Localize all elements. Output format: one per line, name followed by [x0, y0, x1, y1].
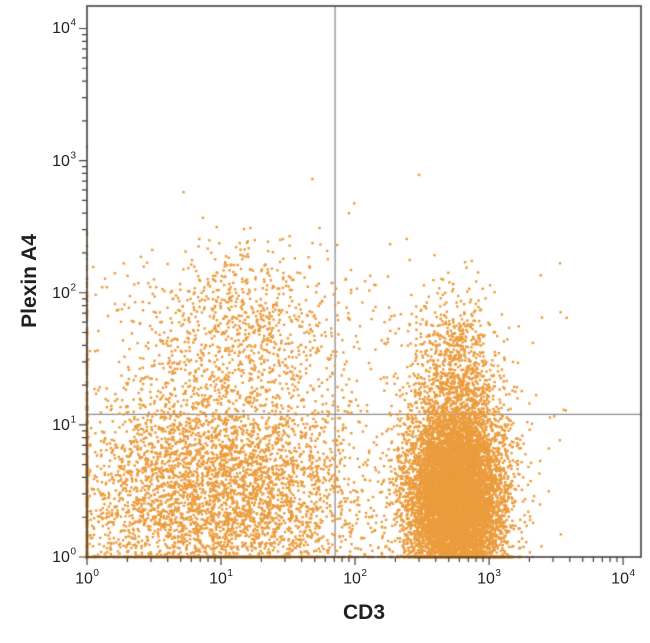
x-axis-tick-label-1e0: 100	[75, 568, 99, 588]
y-axis-tick-label-1e2: 102	[52, 282, 76, 302]
y-axis-tick-label-1e0: 100	[52, 546, 76, 566]
x-axis-title: CD3	[342, 601, 385, 624]
y-axis-tick-label-1e4: 104	[52, 18, 76, 38]
x-axis-tick-label-1e4: 104	[611, 568, 636, 588]
x-axis-tick-label-1e3: 103	[477, 568, 501, 588]
y-axis-title: Plexin A4	[18, 234, 41, 328]
x-axis-tick-label-1e2: 102	[343, 568, 367, 588]
y-axis-tick-label-1e1: 101	[52, 414, 76, 434]
y-axis-tick-label-1e3: 103	[52, 150, 76, 170]
x-axis-tick-label-1e1: 101	[209, 568, 233, 588]
